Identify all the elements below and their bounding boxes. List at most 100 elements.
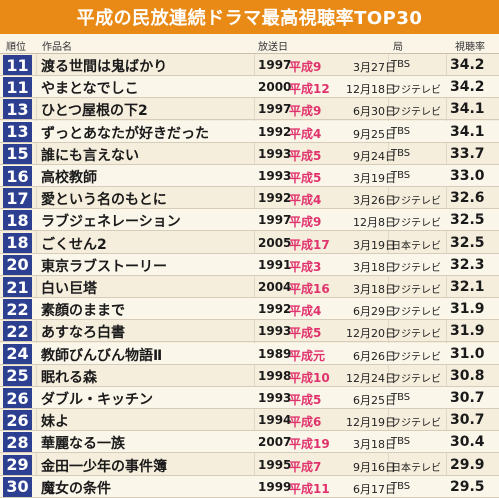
air-date: 9月25日 (353, 127, 396, 141)
air-year: 1998 (258, 368, 292, 383)
rank-badge: 13 (3, 99, 32, 120)
rank-badge: 18 (3, 232, 32, 253)
column-divider (254, 54, 255, 498)
air-date: 12月19日 (346, 416, 396, 430)
air-year: 1993 (258, 391, 292, 405)
drama-title: 東京ラブストーリー (41, 258, 167, 275)
drama-title: ごくせん2 (41, 236, 107, 253)
drama-title: ラブジェネレーション (41, 214, 181, 231)
heisei-year: 平成4 (289, 193, 322, 208)
rating-value: 34.2 (450, 79, 485, 96)
table-row: 17 愛という名のもとに 1992 平成4 3月26日 フジテレビ 32.6 (0, 187, 499, 210)
air-date: 3月19日 (353, 238, 396, 252)
rating-value: 32.6 (450, 190, 485, 207)
heisei-year: 平成12 (289, 82, 330, 97)
drama-title: 妹よ (41, 414, 69, 431)
heisei-year: 平成9 (289, 215, 322, 230)
header-title: 作品名 (42, 42, 72, 53)
network-name: フジテレビ (391, 85, 441, 97)
heisei-year: 平成4 (289, 126, 322, 141)
rating-value: 32.5 (450, 234, 485, 251)
drama-title: 眠れる森 (41, 369, 97, 386)
rank-badge: 22 (3, 321, 32, 342)
rating-value: 34.1 (450, 101, 485, 118)
drama-title: 華麗なる一族 (41, 436, 125, 453)
network-name: TBS (391, 147, 411, 159)
rank-badge: 26 (3, 410, 32, 431)
table-row: 25 眠れる森 1998 平成10 12月24日 フジテレビ 30.8 (0, 365, 499, 387)
air-date: 9月16日 (353, 460, 396, 474)
table-row: 26 妹よ 1994 平成6 12月19日 フジテレビ 30.7 (0, 409, 499, 432)
air-year: 1999 (258, 479, 292, 494)
heisei-year: 平成9 (289, 104, 322, 119)
rank-badge: 21 (3, 277, 32, 297)
air-year: 1993 (258, 169, 292, 183)
table-row: 26 ダブル・キッチン 1993 平成5 6月25日 TBS 30.7 (0, 387, 499, 409)
network-name: フジテレビ (391, 285, 441, 296)
table-row: 11 渡る世間は鬼ばかり 1997 平成9 3月27日 TBS 34.2 (0, 54, 499, 76)
heisei-year: 平成19 (289, 437, 330, 452)
heisei-year: 平成5 (289, 393, 322, 407)
rating-value: 29.9 (450, 456, 485, 473)
heisei-year: 平成5 (289, 148, 322, 163)
header-rank: 順位 (6, 42, 26, 53)
table-row: 13 ひとつ屋根の下2 1997 平成9 6月30日 フジテレビ 34.1 (0, 98, 499, 121)
drama-title: ずっとあなたが好きだった (41, 125, 209, 142)
table-row: 28 華麗なる一族 2007 平成19 3月18日 TBS 30.4 (0, 431, 499, 454)
heisei-year: 平成10 (289, 370, 330, 385)
drama-title: 愛という名のもとに (41, 192, 167, 209)
page-title: 平成の民放連続ドラマ最高視聴率TOP30 (76, 8, 423, 29)
rating-value: 34.1 (450, 123, 485, 140)
air-date: 6月29日 (353, 305, 396, 319)
network-name: フジテレビ (391, 351, 441, 363)
air-year: 1989 (258, 346, 292, 361)
air-year: 1992 (258, 124, 292, 139)
rating-value: 30.4 (450, 434, 485, 451)
table-row: 20 東京ラブストーリー 1991 平成3 3月18日 フジテレビ 32.3 (0, 253, 499, 276)
air-date: 3月18日 (353, 260, 396, 274)
air-year: 1992 (258, 191, 292, 206)
network-name: TBS (391, 59, 411, 70)
heisei-year: 平成5 (289, 326, 322, 341)
network-name: フジテレビ (391, 373, 441, 385)
drama-title: 金田一少年の事件簿 (41, 458, 167, 475)
rank-badge: 22 (3, 299, 32, 320)
rank-badge: 15 (3, 143, 32, 164)
rating-value: 30.7 (450, 412, 485, 429)
drama-title: 高校教師 (41, 170, 97, 186)
table-row: 18 ごくせん2 2005 平成17 3月19日 日本テレビ 32.5 (0, 232, 499, 254)
rating-value: 29.5 (450, 478, 485, 495)
rating-value: 33.0 (450, 168, 485, 184)
table-row: 30 魔女の条件 1999 平成11 6月17日 TBS 29.5 (0, 475, 499, 498)
network-name: フジテレビ (391, 329, 441, 341)
air-year: 1995 (258, 457, 292, 472)
drama-title: あすなろ白書 (41, 325, 125, 342)
rating-value: 31.9 (450, 323, 485, 340)
air-date: 6月26日 (353, 349, 396, 363)
network-name: フジテレビ (391, 196, 441, 208)
header-rating: 視聴率 (455, 42, 485, 53)
air-date: 6月30日 (353, 105, 396, 119)
air-year: 2000 (258, 80, 292, 95)
air-date: 12月20日 (346, 327, 396, 341)
air-year: 2004 (258, 280, 292, 294)
network-name: TBS (391, 392, 411, 403)
air-date: 3月27日 (353, 61, 396, 74)
rank-badge: 25 (3, 365, 32, 386)
rank-badge: 29 (3, 454, 32, 475)
network-name: 日本テレビ (391, 462, 441, 474)
rank-badge: 11 (3, 55, 32, 75)
table-row: 21 白い巨塔 2004 平成16 3月18日 フジテレビ 32.1 (0, 276, 499, 298)
rank-badge: 16 (3, 166, 32, 186)
air-date: 3月18日 (353, 283, 396, 296)
drama-title: 誰にも言えない (41, 147, 139, 164)
network-name: TBS (391, 480, 411, 492)
air-year: 1993 (258, 146, 292, 161)
network-name: フジテレビ (391, 262, 441, 274)
air-date: 6月17日 (353, 482, 396, 496)
network-name: フジテレビ (391, 418, 441, 430)
drama-title: 白い巨塔 (41, 281, 97, 297)
rank-badge: 28 (3, 432, 32, 453)
air-year: 1993 (258, 324, 292, 339)
rank-badge: 13 (3, 121, 32, 142)
